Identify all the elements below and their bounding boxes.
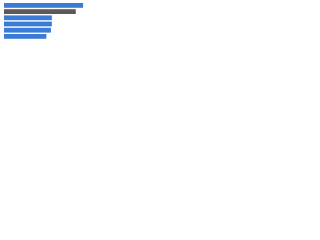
bar: [4, 15, 52, 21]
page: {"chart_data": {"type": "bar", "orientat…: [0, 0, 100, 71]
bar: [4, 27, 51, 33]
bar: [4, 34, 47, 39]
chart: [4, 3, 84, 39]
bar: [4, 9, 76, 14]
bar: [4, 21, 52, 27]
bar: [4, 3, 84, 8]
